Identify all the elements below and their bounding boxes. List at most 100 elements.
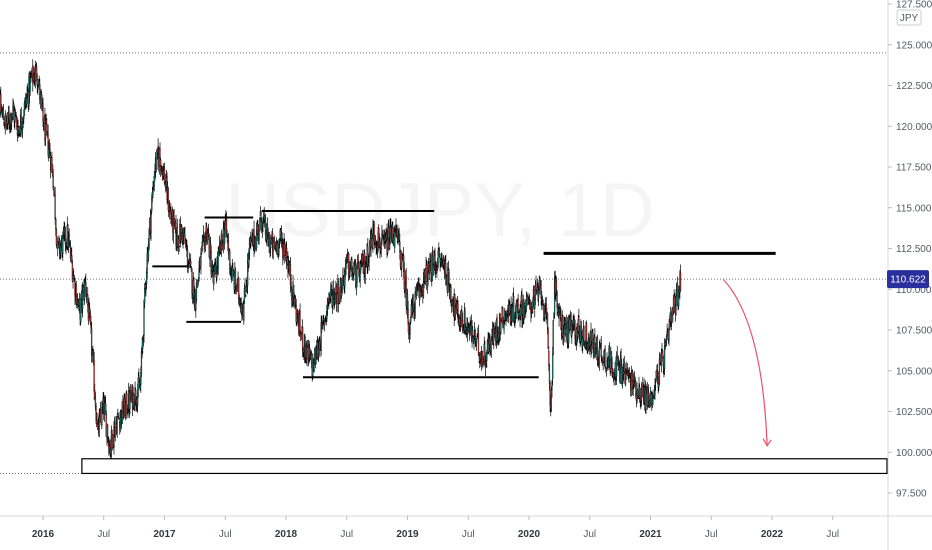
- candlestick-series: [0, 59, 682, 460]
- candle-body: [243, 303, 245, 322]
- candle-body: [270, 240, 272, 249]
- candle-body: [52, 176, 54, 190]
- candle-body: [534, 284, 537, 300]
- candle-body: [403, 268, 405, 290]
- candle-body: [654, 381, 657, 383]
- candle-body: [98, 416, 100, 436]
- candle-body: [355, 264, 357, 287]
- candle-body: [244, 286, 246, 295]
- time-tick-label: 2016: [32, 529, 55, 540]
- price-tick-label: 120.000: [896, 122, 932, 133]
- candle-body: [243, 288, 246, 304]
- candle-body: [277, 242, 279, 255]
- candle-body: [117, 413, 119, 417]
- candle-body: [379, 241, 381, 251]
- candle-body: [407, 308, 409, 325]
- candle-body: [414, 292, 416, 316]
- candle-body: [229, 250, 231, 269]
- candle-body: [548, 365, 551, 384]
- candle-body: [434, 252, 436, 270]
- price-axis[interactable]: 97.500 100.000 102.500 105.000 107.500 110.00…: [887, 0, 932, 550]
- candle-body: [150, 211, 152, 234]
- candle-body: [662, 350, 664, 359]
- candle-body: [29, 77, 31, 92]
- candle-body: [35, 66, 38, 79]
- candle-body: [36, 78, 38, 86]
- candle-body: [601, 356, 603, 358]
- candle-body: [364, 269, 366, 280]
- candle-body: [62, 234, 64, 254]
- candle-body: [472, 329, 474, 336]
- candle-body: [260, 211, 262, 222]
- candle-body: [490, 338, 492, 356]
- time-tick-label: 2020: [518, 529, 541, 540]
- candle-body: [481, 351, 483, 362]
- candle-body: [310, 353, 313, 364]
- candle-body: [195, 282, 198, 300]
- candle-body: [672, 297, 675, 313]
- candle-body: [541, 297, 544, 299]
- candle-body: [211, 271, 213, 277]
- time-tick-label: Jul: [219, 529, 232, 540]
- candle-body: [198, 268, 200, 282]
- candle-body: [388, 240, 391, 249]
- candle-body: [450, 286, 452, 303]
- candle-body: [313, 361, 315, 372]
- candle-body: [83, 280, 86, 300]
- candle-body: [23, 115, 25, 120]
- price-tick-label: 122.500: [896, 81, 932, 92]
- candle-body: [68, 235, 70, 243]
- time-axis[interactable]: 2016 Jul 2017 Jul 2018 Jul 2019 Jul 2020 Jul 2021 J…: [0, 515, 932, 540]
- candle-body: [556, 291, 558, 309]
- candle-body: [448, 272, 450, 287]
- candle-body: [401, 254, 403, 269]
- candle-body: [293, 284, 295, 298]
- candle-body: [60, 245, 62, 251]
- candle-body: [513, 296, 515, 322]
- price-tick-label: 125.000: [896, 40, 932, 51]
- candle-body: [99, 409, 102, 420]
- candle-body: [126, 393, 128, 414]
- candle-body: [659, 358, 661, 363]
- candle-body: [422, 280, 425, 298]
- candle-body: [112, 434, 114, 449]
- candle-body: [204, 237, 207, 251]
- currency-badge: JPY: [896, 9, 922, 26]
- candle-body: [511, 307, 513, 321]
- candle-body: [255, 229, 258, 249]
- candle-body: [135, 389, 137, 402]
- candle-body: [358, 262, 360, 275]
- candle-body: [105, 414, 107, 437]
- candle-body: [332, 294, 334, 306]
- price-tick-label: 117.500: [896, 163, 932, 174]
- candle-body: [515, 303, 517, 319]
- price-tick-label: 102.500: [896, 407, 932, 418]
- candle-body: [349, 267, 351, 276]
- candle-body: [213, 270, 215, 285]
- candle-body: [127, 411, 129, 416]
- candle-body: [543, 304, 545, 320]
- candle-body: [535, 282, 537, 290]
- candle-body: [381, 233, 383, 244]
- candle-body: [464, 313, 466, 333]
- candle-body: [409, 323, 411, 336]
- candle-body: [245, 294, 247, 297]
- candle-body: [39, 83, 41, 100]
- candle-body: [574, 321, 576, 339]
- candle-body: [387, 238, 389, 254]
- candle-body: [615, 356, 618, 377]
- last-price-tag-box: [887, 270, 929, 289]
- candle-body: [649, 395, 652, 404]
- candle-body: [548, 350, 550, 366]
- candle-body: [576, 331, 579, 337]
- candle-body: [604, 348, 606, 368]
- candle-body: [441, 258, 443, 260]
- candle-body: [234, 269, 237, 288]
- drawing-tools[interactable]: [81, 210, 888, 475]
- candle-body: [111, 430, 113, 438]
- candle-body: [227, 240, 230, 254]
- candle-body: [200, 252, 202, 267]
- time-tick-label: 2021: [639, 529, 662, 540]
- candle-body: [679, 272, 682, 291]
